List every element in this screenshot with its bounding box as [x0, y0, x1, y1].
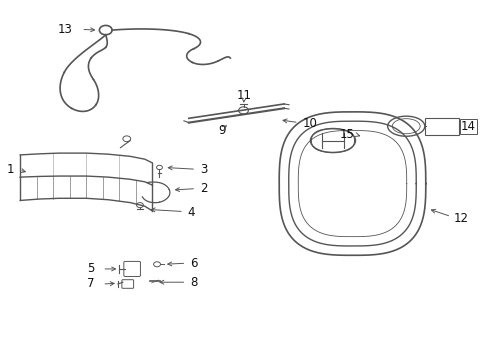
Text: 10: 10	[303, 117, 318, 130]
Text: 6: 6	[190, 257, 198, 270]
Text: 14: 14	[461, 120, 476, 133]
Text: 2: 2	[200, 182, 208, 195]
Text: 13: 13	[58, 23, 73, 36]
FancyBboxPatch shape	[425, 118, 459, 135]
Text: 9: 9	[218, 124, 225, 137]
Text: 5: 5	[87, 262, 95, 275]
Text: 3: 3	[200, 163, 207, 176]
Text: 8: 8	[190, 276, 197, 289]
Text: 12: 12	[454, 212, 469, 225]
Text: 1: 1	[7, 163, 14, 176]
Text: 15: 15	[340, 127, 354, 141]
Text: 7: 7	[87, 278, 95, 291]
Text: 4: 4	[187, 206, 195, 219]
Text: 11: 11	[237, 89, 251, 102]
